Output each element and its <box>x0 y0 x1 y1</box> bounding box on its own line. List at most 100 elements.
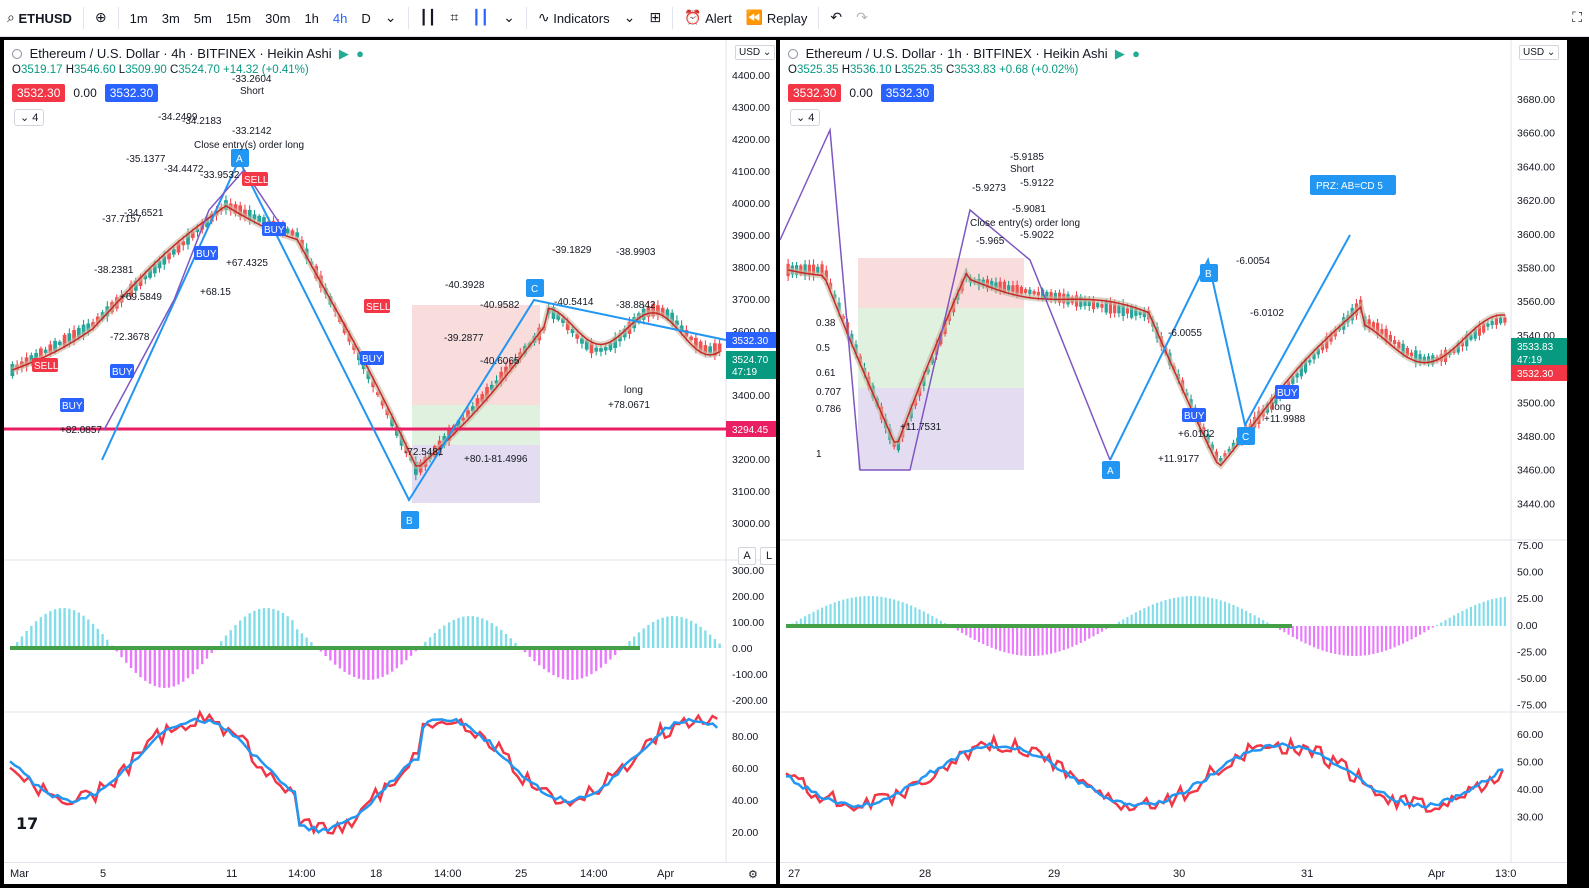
chart-type-dropdown[interactable]: ⌄ <box>496 0 522 37</box>
candle-body <box>816 266 820 274</box>
rsi-tick: 30.00 <box>1517 812 1543 824</box>
candle-body <box>1499 317 1503 324</box>
trade-annotation: long <box>624 385 643 396</box>
spread-value: 0.00 <box>849 86 873 100</box>
interval-1h[interactable]: 1h <box>304 10 319 26</box>
buy-price-button[interactable]: 3532.30 <box>104 84 159 102</box>
left-currency-select[interactable]: USD ⌄ <box>735 45 776 60</box>
price-tick: 3580.00 <box>1517 263 1555 275</box>
signal-tag-label: SELL <box>34 361 59 372</box>
price-badge <box>726 421 776 437</box>
trade-annotation: Short <box>1010 164 1034 175</box>
indicators-button[interactable]: ∿ Indicators <box>531 0 617 37</box>
compare-button[interactable]: ⊕ <box>88 0 114 37</box>
candle-body <box>1312 353 1316 360</box>
candle-body <box>1091 299 1096 310</box>
left-chart-title: Ethereum / U.S. Dollar · 4h · BITFINEX ·… <box>29 46 332 61</box>
symbol-search[interactable]: ⌕ ETHUSD <box>0 0 79 37</box>
time-tick: 5 <box>100 868 107 880</box>
oscillator-tick: 50.00 <box>1517 567 1543 579</box>
price-tick: 4400.00 <box>732 70 770 82</box>
alert-button[interactable]: ⏰ Alert <box>677 0 739 37</box>
log-scale-button[interactable]: L <box>760 547 776 565</box>
price-badge-label: 47:19 <box>1517 355 1542 366</box>
candle-body <box>1015 284 1019 295</box>
interval-30m[interactable]: 30m <box>265 10 291 26</box>
interval-dropdown[interactable]: ⌄ <box>378 0 404 37</box>
right-currency-select[interactable]: USD ⌄ <box>1519 45 1560 60</box>
time-tick: 31 <box>1301 868 1314 880</box>
candle-body <box>1367 319 1371 329</box>
grid-icon: ⊞ <box>649 10 662 26</box>
candle-body <box>72 330 76 341</box>
candle-body <box>181 241 186 246</box>
trade-annotation: -34.2499 <box>158 112 198 123</box>
settings-gear-icon[interactable]: ⚙ <box>748 868 758 881</box>
candle-body <box>824 270 828 281</box>
candle-body <box>1117 305 1121 314</box>
price-tick: 3500.00 <box>1517 397 1555 409</box>
interval-d[interactable]: D <box>361 10 371 26</box>
search-icon: ⌕ <box>7 10 15 26</box>
line-style-button[interactable]: ⌗ <box>443 0 465 37</box>
sell-price-button[interactable]: 3532.30 <box>788 84 842 102</box>
candle-body <box>1219 458 1223 462</box>
fullscreen-button[interactable]: ⛶ <box>1565 0 1589 37</box>
candle-body <box>57 341 62 346</box>
indicators-icon: ∿ <box>537 10 550 26</box>
pattern-point-marker <box>1102 461 1120 479</box>
candle-body <box>1371 322 1376 330</box>
candle-body <box>1477 325 1482 336</box>
divider <box>818 7 820 29</box>
indicators-dropdown[interactable]: ⌄ <box>617 0 643 37</box>
high-value: 3546.60 <box>74 64 116 76</box>
time-tick: 27 <box>788 868 801 880</box>
right-indicators-collapse[interactable]: ⌄ 4 <box>790 109 821 126</box>
time-tick: 14:00 <box>434 868 462 880</box>
layout-button[interactable]: ⊞ <box>642 0 668 37</box>
redo-button[interactable]: ↷ <box>849 0 875 37</box>
interval-1m[interactable]: 1m <box>129 10 148 26</box>
interval-4h[interactable]: 4h <box>332 10 348 26</box>
interval-3m[interactable]: 3m <box>161 10 180 26</box>
candle-body <box>1303 359 1308 373</box>
price-tick: 3700.00 <box>732 294 770 306</box>
left-indicators-collapse[interactable]: ⌄ 4 <box>14 109 45 126</box>
replay-button[interactable]: ⏪ Replay <box>739 0 815 37</box>
left-chart-canvas[interactable]: 4400.004300.004200.004100.004000.003900.… <box>4 40 776 884</box>
trade-annotation: -5.9185 <box>1010 152 1044 163</box>
candle-body <box>660 307 665 316</box>
left-time-axis[interactable]: Mar 5 11 14:00 18 14:00 25 14:00 Apr ⚙ <box>4 862 776 884</box>
candle-body <box>167 252 171 260</box>
interval-5m[interactable]: 5m <box>193 10 212 26</box>
right-chart-canvas[interactable]: 3680.00 3660.00 3640.00 3620.00 3600.00 3580.… <box>780 40 1567 884</box>
left-chart-pane[interactable]: 4400.00 4300.00 4200.00 4100.00 4000.00 3900.… <box>4 40 776 884</box>
candle-body <box>613 337 618 349</box>
time-tick: 14:00 <box>580 868 608 880</box>
right-chart-pane[interactable]: 3680.00 3660.00 3640.00 3620.00 3600.00 3580.… <box>780 40 1567 884</box>
signal-tag-label: BUY <box>1184 411 1205 422</box>
buy-price-button[interactable]: 3532.30 <box>880 84 935 102</box>
interval-15m[interactable]: 15m <box>225 10 252 26</box>
close-value: 3524.70 <box>178 64 220 76</box>
price-badge <box>726 332 776 348</box>
candle-body <box>1388 334 1392 343</box>
signal-tag <box>60 398 84 412</box>
divider <box>82 7 84 29</box>
top-toolbar: ⌕ ETHUSD ⊕ 1m 3m 5m 15m 30m 1h 4h D ⌄ ┃┃… <box>0 0 1589 37</box>
candle-body <box>570 328 575 334</box>
heikin-ashi-button[interactable]: ┃┃ <box>465 0 496 37</box>
open-value: 3525.35 <box>796 64 839 76</box>
bar-style-button[interactable]: ┃┃ <box>413 0 444 37</box>
tradingview-logo[interactable]: 17 <box>16 814 39 833</box>
candle-body <box>157 260 162 269</box>
auto-scale-button[interactable]: A <box>738 547 756 565</box>
candle-body <box>708 346 713 354</box>
right-time-axis[interactable]: 27 28 29 30 31 Apr 13:0 <box>780 862 1567 884</box>
candle-body <box>713 343 717 356</box>
trade-annotation: -6.0054 <box>1236 256 1270 267</box>
undo-button[interactable]: ↶ <box>823 0 849 37</box>
sell-price-button[interactable]: 3532.30 <box>12 84 66 102</box>
candle-body <box>1405 347 1409 356</box>
candle-body <box>599 348 603 352</box>
